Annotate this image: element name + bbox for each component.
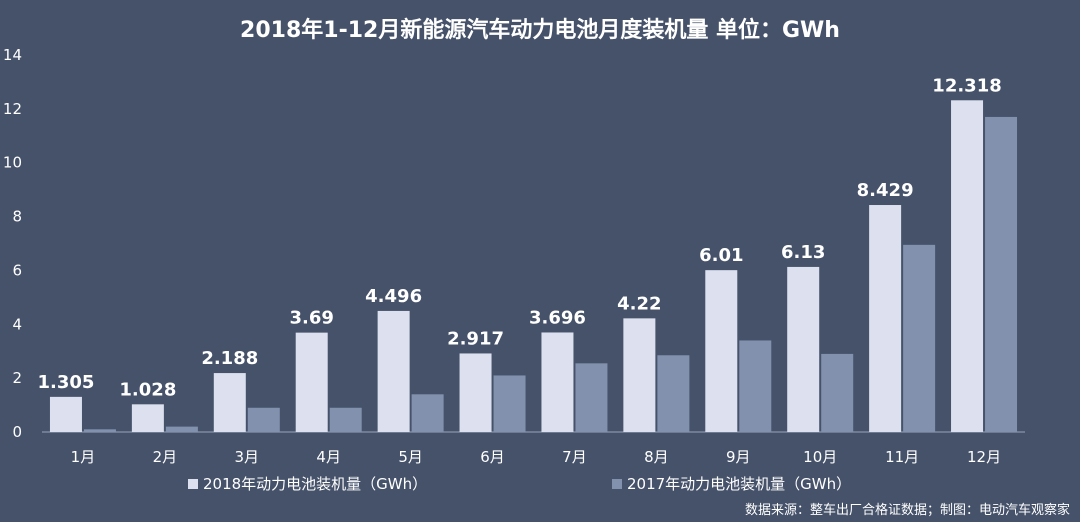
x-tick-label: 11月 bbox=[885, 448, 919, 466]
bar-2018 bbox=[377, 310, 410, 432]
x-tick-label: 1月 bbox=[71, 448, 96, 466]
y-tick-label: 12 bbox=[3, 100, 22, 118]
bar-2018 bbox=[213, 373, 246, 432]
bar-2017 bbox=[247, 407, 280, 432]
bar-2018 bbox=[131, 404, 164, 432]
bar-2017 bbox=[493, 375, 526, 432]
data-label: 1.028 bbox=[119, 379, 176, 400]
data-label: 8.429 bbox=[857, 180, 914, 201]
source-note: 数据来源：整车出厂合格证数据；制图：电动汽车观察家 bbox=[745, 502, 1070, 518]
data-label: 3.69 bbox=[289, 308, 333, 329]
data-label: 2.188 bbox=[201, 348, 258, 369]
y-tick-label: 4 bbox=[12, 315, 22, 333]
bar-2018 bbox=[869, 205, 902, 432]
bar-2018 bbox=[787, 266, 820, 432]
bar-2018 bbox=[49, 396, 82, 432]
legend-label: 2018年动力电池装机量（GWh） bbox=[203, 475, 427, 493]
x-tick-label: 3月 bbox=[235, 448, 260, 466]
bar-2018 bbox=[623, 318, 656, 432]
data-label: 4.496 bbox=[365, 286, 422, 307]
bar-2018 bbox=[459, 353, 492, 432]
data-label: 6.01 bbox=[699, 245, 743, 266]
bar-2017 bbox=[739, 340, 772, 432]
x-tick-label: 2月 bbox=[153, 448, 178, 466]
data-label: 1.305 bbox=[37, 372, 94, 393]
bar-2017 bbox=[657, 355, 690, 432]
bar-2017 bbox=[985, 116, 1018, 432]
x-tick-label: 4月 bbox=[316, 448, 341, 466]
data-label: 4.22 bbox=[617, 293, 661, 314]
bar-2017 bbox=[165, 426, 198, 432]
bar-2018 bbox=[705, 270, 738, 432]
x-tick-label: 5月 bbox=[398, 448, 423, 466]
bar-2018 bbox=[951, 100, 984, 432]
legend: 2018年动力电池装机量（GWh） 2017年动力电池装机量（GWh） bbox=[188, 475, 851, 493]
x-tick-label: 10月 bbox=[803, 448, 837, 466]
y-tick-label: 2 bbox=[12, 369, 22, 387]
y-tick-label: 10 bbox=[3, 154, 22, 172]
data-label: 12.318 bbox=[932, 75, 1001, 96]
bar-2017 bbox=[575, 363, 608, 432]
x-tick-label: 6月 bbox=[480, 448, 505, 466]
plot-area: 0 2 4 6 8 10 12 14 1.305 1.028 2.188 3.69 4.496 2.917… bbox=[3, 46, 1025, 466]
data-label: 2.917 bbox=[447, 328, 504, 349]
y-tick-label: 0 bbox=[12, 423, 22, 441]
x-tick-label: 8月 bbox=[644, 448, 669, 466]
legend-swatch bbox=[612, 479, 622, 489]
bar-2017 bbox=[903, 244, 936, 432]
legend-swatch bbox=[188, 479, 198, 489]
bar-2018 bbox=[295, 332, 328, 432]
data-label: 3.696 bbox=[529, 307, 586, 328]
x-tick-label: 9月 bbox=[726, 448, 751, 466]
bar-2018 bbox=[541, 332, 574, 432]
x-tick-label: 7月 bbox=[562, 448, 587, 466]
bar-2017 bbox=[83, 429, 116, 432]
bar-2017 bbox=[821, 353, 854, 432]
chart-title: 2018年1-12月新能源汽车动力电池月度装机量 单位：GWh bbox=[240, 17, 840, 43]
bar-2017 bbox=[329, 407, 362, 432]
y-tick-label: 8 bbox=[12, 208, 22, 226]
y-tick-label: 6 bbox=[12, 261, 22, 279]
bar-2017 bbox=[411, 394, 444, 432]
y-tick-label: 14 bbox=[3, 46, 22, 64]
legend-label: 2017年动力电池装机量（GWh） bbox=[627, 475, 851, 493]
x-tick-label: 12月 bbox=[967, 448, 1001, 466]
data-label: 6.13 bbox=[781, 242, 825, 263]
